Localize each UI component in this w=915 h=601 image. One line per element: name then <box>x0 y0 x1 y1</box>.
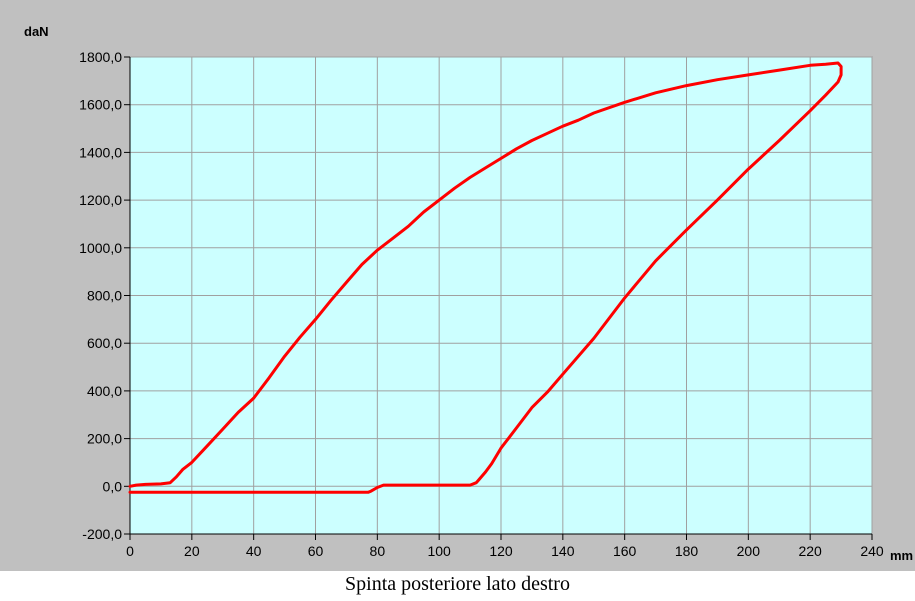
series <box>128 61 843 494</box>
x-tick-label: 140 <box>551 543 575 559</box>
y-tick-label: 200,0 <box>87 431 122 447</box>
y-tick-label: 400,0 <box>87 383 122 399</box>
x-tick-label: 100 <box>427 543 451 559</box>
x-tick-label: 220 <box>798 543 822 559</box>
y-tick-label: 1400,0 <box>79 144 122 160</box>
x-tick-label: 0 <box>126 543 134 559</box>
chart-panel: 0 20 40 60 80 100 120 140 160 180 200 220 240 -200,0 0… <box>0 0 915 571</box>
x-tick-label: 240 <box>860 543 884 559</box>
x-tick-label: 20 <box>184 543 200 559</box>
x-tick-label: 80 <box>370 543 386 559</box>
y-tick-label: 1600,0 <box>79 97 122 113</box>
x-tick-label: 160 <box>613 543 637 559</box>
y-tick-label: 1800,0 <box>79 49 122 65</box>
y-tick-label: 1200,0 <box>79 192 122 208</box>
y-tick-label: 600,0 <box>87 335 122 351</box>
ticks: 0 20 40 60 80 100 120 140 160 180 200 220 240 -200,0 0… <box>79 49 884 559</box>
series-line <box>128 61 843 494</box>
x-tick-label: 120 <box>489 543 513 559</box>
y-tick-label: -200,0 <box>82 526 122 542</box>
x-tick-label: 180 <box>675 543 699 559</box>
x-tick-label: 200 <box>737 543 761 559</box>
chart-caption: Spinta posteriore lato destro <box>345 573 570 595</box>
x-tick-label: 60 <box>308 543 324 559</box>
y-tick-label: 1000,0 <box>79 240 122 256</box>
grid <box>130 56 873 534</box>
y-axis-unit: daN <box>24 24 49 39</box>
x-tick-label: 40 <box>246 543 262 559</box>
y-tick-label: 800,0 <box>87 288 122 304</box>
y-tick-label: 0,0 <box>103 478 123 494</box>
chart: 0 20 40 60 80 100 120 140 160 180 200 220 240 -200,0 0… <box>24 24 913 563</box>
x-axis-unit: mm <box>890 548 913 563</box>
